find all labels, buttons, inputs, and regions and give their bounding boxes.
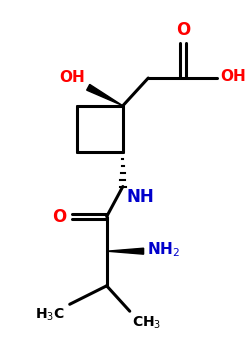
Text: H$_3$C: H$_3$C	[36, 307, 65, 323]
Text: NH$_2$: NH$_2$	[147, 241, 180, 259]
Text: OH: OH	[220, 69, 246, 84]
Text: OH: OH	[59, 70, 85, 85]
Text: CH$_3$: CH$_3$	[132, 315, 161, 331]
Polygon shape	[107, 248, 144, 254]
Polygon shape	[87, 84, 123, 106]
Text: O: O	[52, 208, 66, 225]
Text: O: O	[176, 21, 190, 39]
Text: NH: NH	[126, 188, 154, 206]
